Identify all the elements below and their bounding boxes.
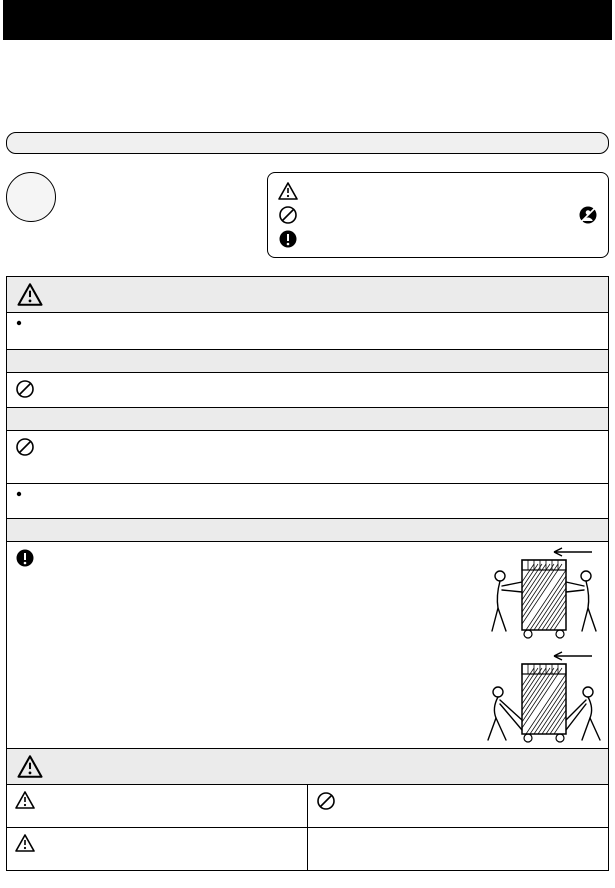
mandatory-icon: [278, 229, 298, 249]
prohibit-icon: [278, 205, 298, 225]
prohibit-icon: [316, 791, 336, 811]
warning-row-2: [7, 350, 608, 372]
bullet-icon: [15, 490, 23, 498]
prohibit-icon: [15, 379, 35, 399]
moving-lift-illustration: [482, 650, 602, 753]
page-header-bar: [3, 0, 612, 40]
caution-row2-left: [7, 828, 307, 870]
warning-row-7: [7, 519, 608, 541]
warning-icon: [17, 755, 43, 778]
warning-row-1: [7, 313, 608, 349]
caution-row2-right: [308, 828, 608, 870]
section-title-bar: [6, 132, 609, 154]
warning-table-header: [7, 277, 608, 312]
mandatory-icon: [15, 548, 35, 568]
caution-row1-right: [308, 785, 608, 827]
caution-row1-left: [7, 785, 307, 827]
warning-icon: [278, 182, 298, 200]
info-circle: [6, 172, 56, 222]
warning-row-moving: [7, 542, 608, 768]
bullet-icon: [15, 319, 23, 327]
warning-row-6: [7, 484, 608, 518]
warning-icon: [15, 834, 35, 852]
legend-row-warning: [278, 179, 598, 203]
caution-table-header: [7, 749, 608, 784]
warning-icon: [17, 283, 43, 306]
warning-row-4: [7, 408, 608, 430]
no-person-icon: [578, 205, 598, 225]
prohibit-icon: [15, 437, 35, 457]
moving-push-illustration: [482, 546, 602, 644]
legend-row-mandatory: [278, 227, 598, 251]
legend-row-prohibit: [278, 203, 598, 227]
warning-table: [6, 276, 609, 769]
caution-table: [6, 748, 609, 871]
warning-row-5: [7, 431, 608, 483]
warning-icon: [15, 791, 35, 809]
warning-row-3: [7, 373, 608, 407]
symbol-legend-box: [267, 172, 609, 258]
